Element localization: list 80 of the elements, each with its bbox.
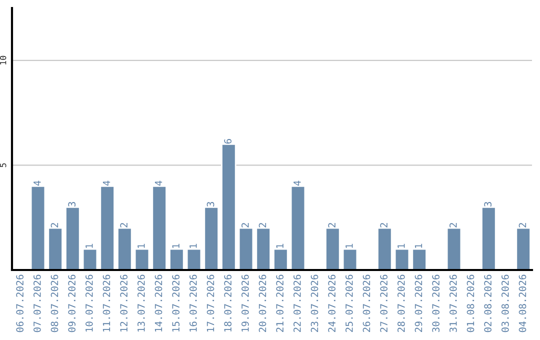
- bar: [238, 227, 254, 270]
- x-tick-label: 23.07.2026: [310, 274, 318, 332]
- bar: [412, 248, 427, 270]
- data-label: 1: [172, 244, 180, 248]
- x-tick-label: 08.07.2026: [50, 274, 58, 332]
- data-label: 2: [449, 223, 457, 228]
- bar: [82, 248, 98, 270]
- x-tick-label: 04.08.2026: [518, 274, 526, 332]
- data-label: 1: [346, 244, 353, 248]
- x-tick-label: 25.07.2026: [345, 274, 353, 332]
- bar: [516, 227, 531, 270]
- data-label: 1: [414, 244, 422, 248]
- data-label: 2: [380, 223, 388, 228]
- bar: [325, 227, 340, 270]
- bar: [134, 248, 150, 270]
- x-tick-label: 29.07.2026: [414, 274, 422, 332]
- data-label: 1: [138, 244, 145, 248]
- x-tick-label: 27.07.2026: [380, 274, 388, 332]
- data-label: 1: [190, 244, 197, 248]
- bar: [221, 144, 236, 270]
- x-tick-label: 24.07.2026: [328, 274, 336, 332]
- bar: [342, 248, 358, 270]
- bar: [204, 206, 219, 270]
- bar: [30, 185, 46, 270]
- x-tick-label: 30.07.2026: [432, 274, 440, 332]
- x-tick-label: 22.07.2026: [293, 274, 301, 332]
- data-label: 4: [154, 180, 162, 186]
- x-tick-label: 17.07.2026: [206, 274, 214, 332]
- x-tick-label: 20.07.2026: [258, 274, 266, 332]
- bar: [273, 248, 288, 270]
- bar: [65, 206, 80, 270]
- x-tick-label: 10.07.2026: [85, 274, 93, 332]
- bar: [377, 227, 392, 270]
- x-tick-label: 07.07.2026: [33, 274, 41, 332]
- data-label: 3: [484, 202, 492, 206]
- bar: [394, 248, 410, 270]
- x-tick-label: 18.07.2026: [224, 274, 232, 332]
- bar: [48, 227, 63, 270]
- x-tick-label: 12.07.2026: [120, 274, 128, 332]
- x-tick-label: 01.08.2026: [466, 274, 474, 332]
- data-label: 2: [241, 223, 249, 228]
- x-tick-label: 02.08.2026: [484, 274, 492, 332]
- bar: [446, 227, 462, 270]
- x-tick-label: 11.07.2026: [102, 274, 110, 332]
- bar: [152, 185, 167, 270]
- data-label: 4: [102, 180, 110, 186]
- x-tick-label: 06.07.2026: [16, 274, 24, 332]
- y-tick-label: 5: [0, 163, 6, 168]
- bar: [169, 248, 184, 270]
- x-tick-label: 14.07.2026: [154, 274, 162, 332]
- data-label: 1: [398, 244, 405, 248]
- x-tick-label: 09.07.2026: [68, 274, 76, 332]
- bar: [290, 185, 306, 270]
- data-label: 3: [206, 202, 214, 206]
- x-tick-label: 26.07.2026: [362, 274, 370, 332]
- data-label: 2: [518, 223, 526, 228]
- data-label: 2: [258, 223, 266, 228]
- data-label: 2: [50, 223, 58, 228]
- x-tick-label: 31.07.2026: [449, 274, 457, 332]
- x-tick-label: 16.07.2026: [189, 274, 197, 332]
- bar: [100, 185, 115, 270]
- x-tick-label: 15.07.2026: [172, 274, 180, 332]
- x-tick-label: 03.08.2026: [501, 274, 509, 332]
- y-tick-label: 10: [0, 56, 6, 64]
- data-label: 4: [34, 180, 41, 186]
- x-tick-label: 13.07.2026: [137, 274, 145, 332]
- data-label: 3: [68, 202, 76, 206]
- x-tick-label: 21.07.2026: [276, 274, 284, 332]
- bar: [117, 227, 132, 270]
- bar: [186, 248, 202, 270]
- bar: [256, 227, 271, 270]
- data-label: 2: [120, 223, 128, 228]
- data-label: 2: [328, 223, 336, 228]
- x-tick-label: 19.07.2026: [241, 274, 249, 332]
- bar: [481, 206, 496, 270]
- data-label: 4: [294, 180, 301, 186]
- x-tick-label: 28.07.2026: [397, 274, 405, 332]
- data-label: 1: [276, 244, 284, 248]
- data-label: 6: [224, 139, 232, 144]
- data-label: 1: [86, 244, 93, 248]
